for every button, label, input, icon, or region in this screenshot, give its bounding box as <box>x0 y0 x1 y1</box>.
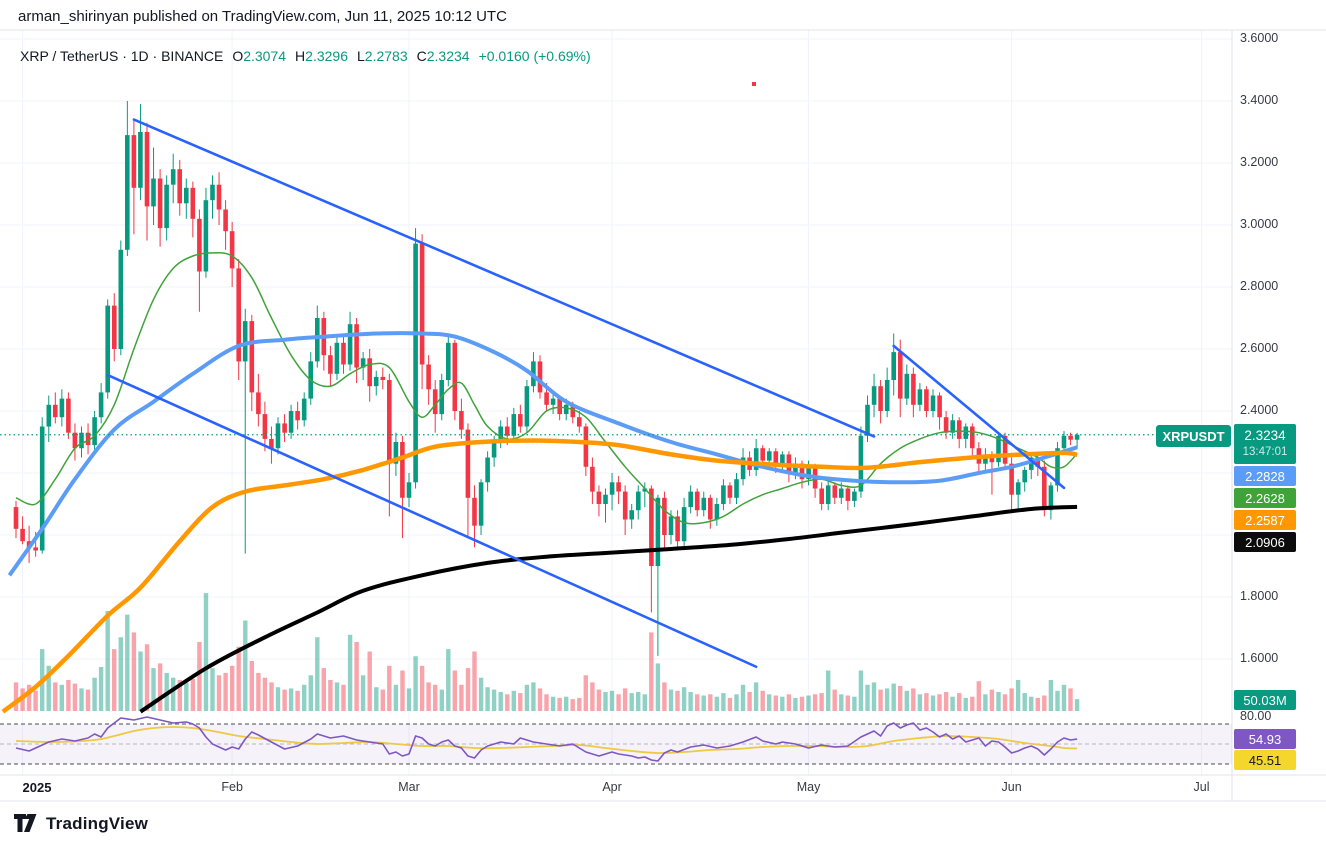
low-value: 2.2783 <box>364 48 408 64</box>
ma-green-line[interactable] <box>15 252 1078 525</box>
price-axis-label: 2.8000 <box>1240 279 1279 293</box>
high-value: 2.3296 <box>305 48 348 64</box>
price-axis-label: 3.0000 <box>1240 217 1279 231</box>
symbol-price-flag[interactable]: XRPUSDT <box>1156 425 1231 447</box>
ohlc-low: L2.2783 <box>357 48 408 64</box>
time-axis-label: Jul <box>1193 780 1210 794</box>
close-value: 2.3234 <box>426 48 470 64</box>
publish-caption: arman_shirinyan published on TradingView… <box>18 8 507 25</box>
ohlc-open: O2.3074 <box>232 48 286 64</box>
footer-branding[interactable]: TradingView <box>14 814 148 834</box>
time-axis-label: Jun <box>1001 780 1022 794</box>
descending-trendline-lower[interactable] <box>106 373 758 669</box>
volume-tag: 50.03M <box>1234 690 1296 710</box>
time-axis-label: May <box>796 780 821 794</box>
symbol-title: XRP / TetherUS · 1D · BINANCE <box>20 48 224 64</box>
price-axis-label: 3.4000 <box>1240 93 1279 107</box>
ma-orange-price-tag: 2.2587 <box>1234 510 1296 530</box>
rsi-ma-value-tag: 45.51 <box>1234 750 1296 770</box>
low-label: L <box>357 48 365 64</box>
price-axis-label: 3.6000 <box>1240 31 1279 45</box>
time-axis-label: Apr <box>602 780 622 794</box>
ma-blue-line[interactable] <box>7 331 1078 577</box>
descending-trendline-steep[interactable] <box>892 344 1066 490</box>
price-axis-label: 2.6000 <box>1240 341 1279 355</box>
last-price-tag: 2.3234 13:47:01 <box>1234 424 1296 464</box>
ohlc-high: H2.3296 <box>295 48 348 64</box>
ohlc-close: C2.3234 <box>417 48 470 64</box>
red-marker-dot <box>752 82 756 86</box>
rsi-line[interactable] <box>15 716 1078 762</box>
ma-orange-line[interactable] <box>1 438 1078 714</box>
ma-black-price-tag: 2.0906 <box>1234 532 1296 552</box>
price-axis-label: 2.4000 <box>1240 403 1279 417</box>
brand-name: TradingView <box>46 814 149 833</box>
ma-black-line[interactable] <box>139 504 1078 714</box>
descending-trendline-upper[interactable] <box>132 118 876 438</box>
volume-bars <box>13 593 1080 711</box>
tradingview-logo-icon <box>14 814 37 832</box>
symbol-legend[interactable]: XRP / TetherUS · 1D · BINANCE O2.3074 H2… <box>20 48 591 64</box>
rsi-value-tag: 54.93 <box>1234 729 1296 749</box>
moving-averages <box>1 252 1078 714</box>
candlestick-series <box>13 101 1080 656</box>
bar-countdown: 13:47:01 <box>1242 446 1288 459</box>
high-label: H <box>295 48 306 64</box>
close-label: C <box>416 48 427 64</box>
rsi-lines <box>15 716 1078 762</box>
rsi-ma-line[interactable] <box>15 726 1078 754</box>
price-axis-label: 1.8000 <box>1240 589 1279 603</box>
open-label: O <box>232 48 244 64</box>
ma-blue-price-tag: 2.2828 <box>1234 466 1296 486</box>
rsi-axis-label: 80.00 <box>1240 709 1272 723</box>
price-axis-label: 3.2000 <box>1240 155 1279 169</box>
rsi-pane[interactable] <box>0 723 1232 765</box>
change-value: +0.0160 (+0.69%) <box>478 48 591 64</box>
price-axis-label: 1.6000 <box>1240 651 1279 665</box>
last-price-value: 2.3234 <box>1244 428 1286 444</box>
time-axis-label: Feb <box>221 780 243 794</box>
ma-green-price-tag: 2.2628 <box>1234 488 1296 508</box>
time-axis-label: 2025 <box>22 780 52 795</box>
time-axis-label: Mar <box>398 780 420 794</box>
open-value: 2.3074 <box>243 48 287 64</box>
pane-frame <box>0 29 1326 802</box>
